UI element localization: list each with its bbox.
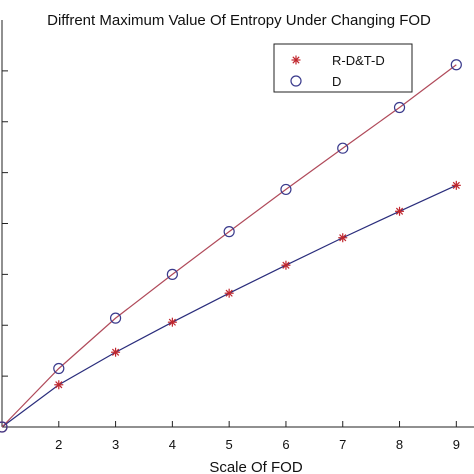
data-point	[393, 101, 406, 114]
data-point	[450, 59, 462, 71]
data-point	[281, 260, 291, 270]
plot-area: 2 3 4 5 6 7 8 9	[0, 20, 474, 452]
data-point	[54, 380, 64, 390]
legend-marker-circle	[290, 75, 302, 87]
x-tick-label: 6	[282, 437, 289, 452]
legend-label-d: D	[332, 74, 341, 89]
x-tick-label: 8	[396, 437, 403, 452]
x-tick-label: 4	[169, 437, 176, 452]
data-point	[109, 312, 122, 324]
data-point	[223, 226, 235, 238]
series-line-r-d-t-d	[1, 184, 457, 428]
data-point	[166, 268, 178, 280]
legend-circle-icon	[290, 75, 302, 87]
x-tick-label: 7	[339, 437, 346, 452]
data-point	[53, 362, 65, 375]
chart-title: Diffrent Maximum Value Of Entropy Under …	[47, 12, 431, 29]
data-point	[451, 180, 461, 190]
legend-box	[273, 43, 413, 93]
data-point	[224, 288, 234, 298]
series-line-d	[1, 64, 457, 428]
legend-label-r-d-t-d: R-D&T-D	[332, 53, 385, 68]
legend: R-D&T-D D	[273, 43, 413, 93]
data-point	[280, 183, 292, 196]
data-point	[395, 206, 405, 216]
legend-marker-asterisk	[291, 55, 301, 65]
x-tick-label: 5	[226, 437, 233, 452]
legend-asterisk-icon	[291, 55, 301, 65]
data-point	[167, 317, 177, 327]
x-tick-label: 9	[453, 437, 460, 452]
data-point	[337, 142, 349, 154]
data-point	[0, 421, 8, 433]
x-axis-label: Scale Of FOD	[209, 459, 303, 474]
x-tick-label: 2	[55, 437, 62, 452]
data-point	[111, 347, 121, 357]
x-tick-label: 3	[112, 437, 119, 452]
data-point	[338, 233, 348, 243]
